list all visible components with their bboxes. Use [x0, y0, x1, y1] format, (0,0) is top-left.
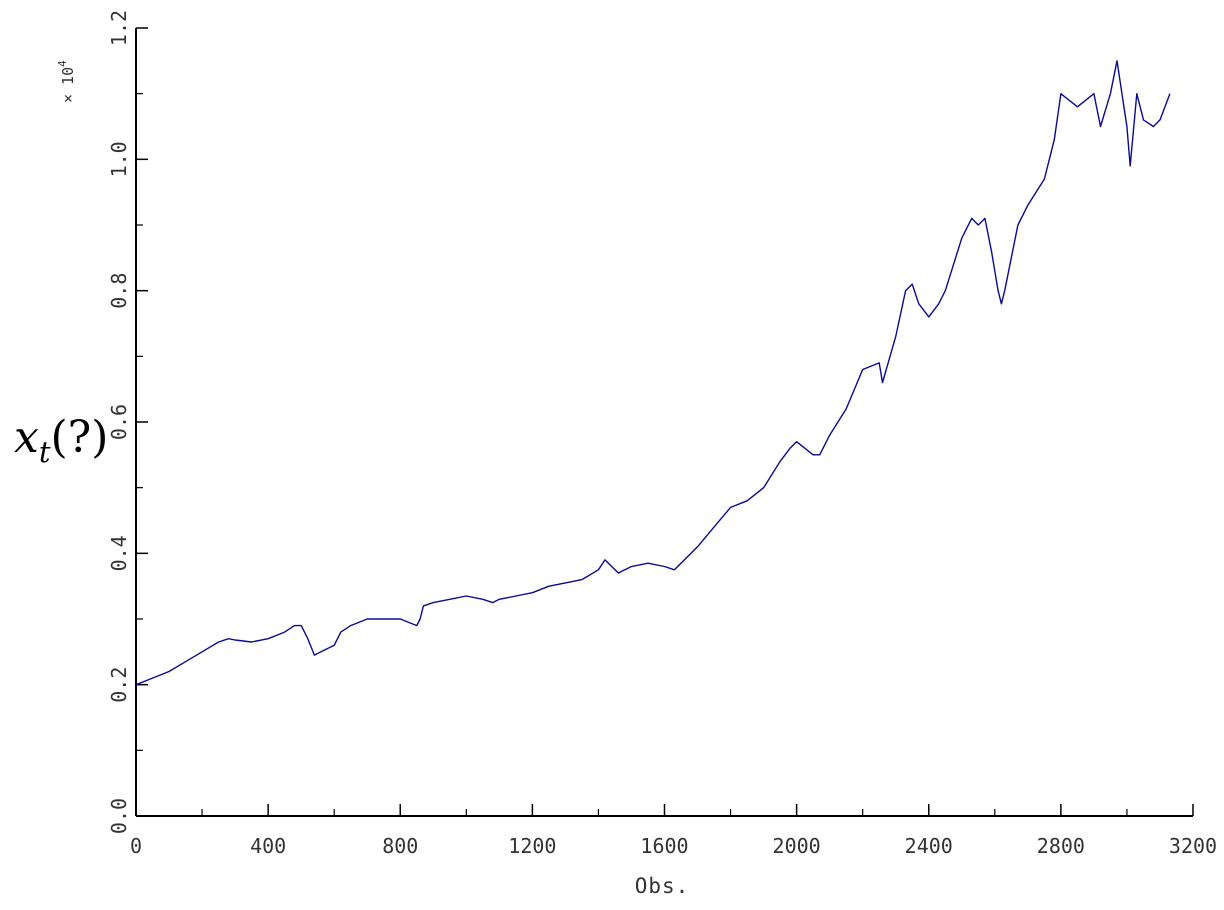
x-axis-label: Obs.: [635, 874, 690, 898]
x-tick-label: 400: [250, 834, 286, 858]
x-tick-label: 2400: [905, 834, 953, 858]
axes: [135, 28, 1193, 817]
x-tick-label: 2000: [773, 834, 821, 858]
x-tick-label: 1200: [508, 834, 556, 858]
series-line: [135, 60, 1171, 686]
y-tick-label: 0.6: [107, 404, 131, 440]
y-tick-label: 1.2: [107, 10, 131, 46]
x-tick-label: 2800: [1037, 834, 1085, 858]
x-tick-label: 3200: [1169, 834, 1217, 858]
y-ticks: 0.0 0.2 0.4 0.6 0.8 1.0 1.2: [107, 10, 148, 834]
y-tick-label: 0.4: [107, 535, 131, 571]
x-ticks: 0 400 800 1200 1600 2000 2400 2800 3200: [130, 804, 1217, 858]
x-tick-label: 0: [130, 834, 142, 858]
y-label-subscript: t: [39, 435, 51, 469]
y-multiplier-exponent: 4: [56, 60, 69, 67]
y-multiplier-label: × 104: [56, 60, 77, 103]
y-multiplier-base: × 10: [59, 67, 77, 103]
series-group: [135, 60, 1171, 686]
y-tick-label: 0.0: [107, 798, 131, 834]
y-tick-label: 1.0: [107, 141, 131, 177]
y-tick-label: 0.8: [107, 273, 131, 309]
x-tick-label: 800: [382, 834, 418, 858]
y-label-var: x: [14, 412, 39, 463]
y-label-suffix: (?): [50, 412, 108, 463]
y-axis-label: xt(?): [14, 412, 108, 469]
x-tick-label: 1600: [640, 834, 688, 858]
y-tick-label: 0.2: [107, 667, 131, 703]
